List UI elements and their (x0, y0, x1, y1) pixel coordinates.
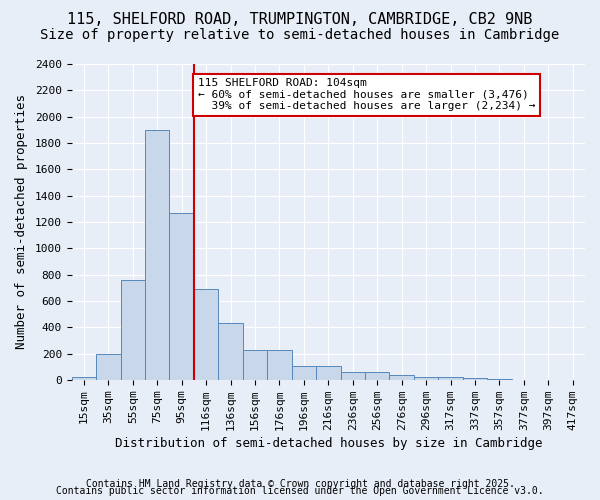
Y-axis label: Number of semi-detached properties: Number of semi-detached properties (15, 94, 28, 350)
Bar (243, 350, 267, 380)
Bar (218, 323, 243, 380)
Text: Contains HM Land Registry data © Crown copyright and database right 2025.: Contains HM Land Registry data © Crown c… (86, 479, 514, 489)
Bar (145, 130, 169, 380)
Bar (267, 350, 292, 380)
Bar (169, 212, 194, 380)
Bar (96, 354, 121, 380)
Bar (414, 377, 439, 380)
Bar (389, 375, 414, 380)
Bar (487, 379, 512, 380)
Bar (71, 376, 96, 380)
X-axis label: Distribution of semi-detached houses by size in Cambridge: Distribution of semi-detached houses by … (115, 437, 542, 450)
Bar (365, 372, 389, 380)
Bar (439, 377, 463, 380)
Bar (121, 280, 145, 380)
Text: 115, SHELFORD ROAD, TRUMPINGTON, CAMBRIDGE, CB2 9NB: 115, SHELFORD ROAD, TRUMPINGTON, CAMBRID… (67, 12, 533, 28)
Bar (194, 289, 218, 380)
Text: 115 SHELFORD ROAD: 104sqm
← 60% of semi-detached houses are smaller (3,476)
  39: 115 SHELFORD ROAD: 104sqm ← 60% of semi-… (197, 78, 535, 112)
Bar (341, 372, 365, 380)
Bar (292, 366, 316, 380)
Text: Size of property relative to semi-detached houses in Cambridge: Size of property relative to semi-detach… (40, 28, 560, 42)
Bar (316, 366, 341, 380)
Text: Contains public sector information licensed under the Open Government Licence v3: Contains public sector information licen… (56, 486, 544, 496)
Bar (463, 378, 487, 380)
